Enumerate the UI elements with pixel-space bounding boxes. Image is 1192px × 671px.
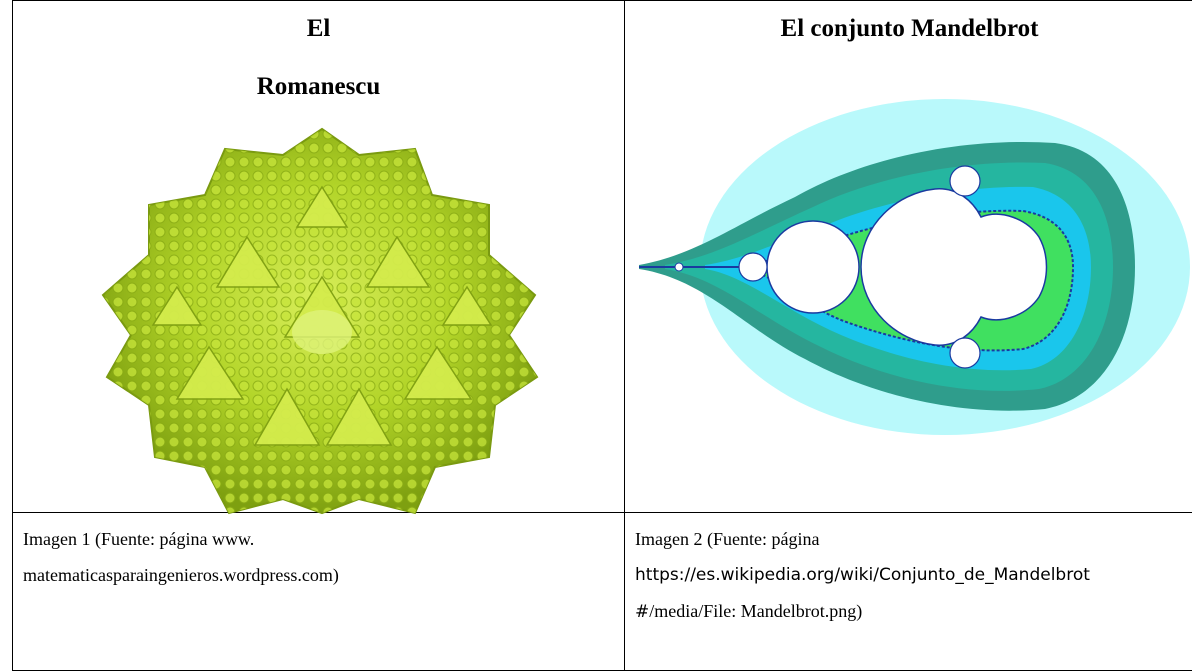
mandelbrot-caption-url: https://es.wikipedia.org/wiki/Conjunto_d… (635, 565, 1090, 585)
romanesco-caption-line1: Imagen 1 (Fuente: página www. (23, 529, 255, 549)
romanesco-image (97, 127, 543, 515)
mandelbrot-image (635, 97, 1191, 439)
caption-row: Imagen 1 (Fuente: página www. matematica… (12, 512, 1192, 671)
figure-table: El Romanescu (12, 0, 1192, 671)
romanesco-cell: El Romanescu (12, 0, 625, 515)
mandelbrot-caption: Imagen 2 (Fuente: página https://es.wiki… (635, 521, 1186, 630)
romanesco-heading-line2: Romanescu (256, 73, 381, 100)
mandelbrot-caption-line3: #/media/File: Mandelbrot.png) (635, 593, 1186, 630)
figure-row: El Romanescu (12, 0, 1192, 515)
romanesco-caption-cell: Imagen 1 (Fuente: página www. matematica… (12, 512, 625, 671)
mandelbrot-caption-cell: Imagen 2 (Fuente: página https://es.wiki… (624, 512, 1192, 671)
romanesco-caption: Imagen 1 (Fuente: página www. matematica… (23, 521, 616, 593)
mandelbrot-heading: El conjunto Mandelbrot (780, 15, 1039, 42)
mandelbrot-caption-hash: # (635, 602, 650, 622)
romanesco-caption-line2: matematicasparaingenieros.wordpress.com) (23, 565, 339, 585)
mandelbrot-set-icon (639, 99, 1190, 435)
romanesco-heading-line1: El (306, 15, 331, 42)
mandelbrot-cell: El conjunto Mandelbrot (624, 0, 1192, 513)
romanesco-broccoli-icon (101, 127, 539, 515)
mandelbrot-caption-file: /media/File: Mandelbrot.png) (649, 601, 863, 621)
mandelbrot-caption-line1: Imagen 2 (Fuente: página (635, 529, 820, 549)
